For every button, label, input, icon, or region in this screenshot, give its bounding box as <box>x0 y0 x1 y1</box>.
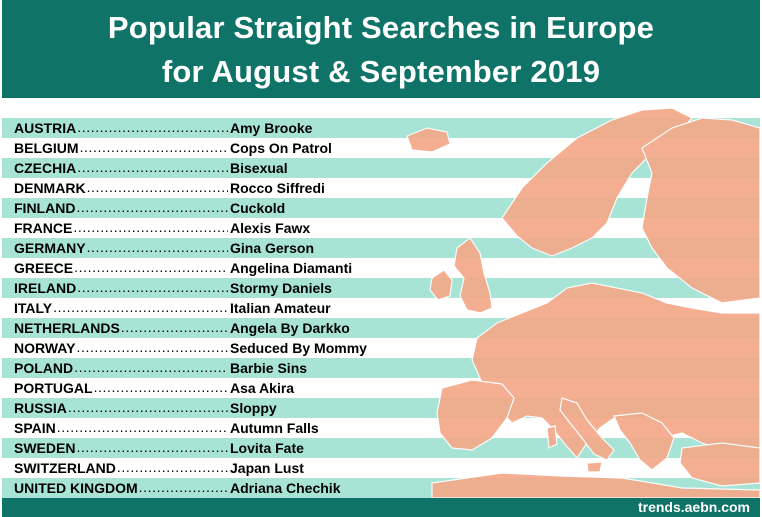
search-term: Autumn Falls <box>230 420 319 436</box>
country-label: ITALY <box>14 300 53 316</box>
europe-map-icon <box>406 107 760 498</box>
row-stripe <box>2 98 760 118</box>
search-term: Angelina Diamanti <box>230 260 353 276</box>
search-term: Gina Gerson <box>230 240 315 256</box>
country-label: POLAND <box>14 360 74 376</box>
search-term: Stormy Daniels <box>230 280 332 296</box>
country-label: IRELAND <box>14 280 77 296</box>
title-line-1: Popular Straight Searches in Europe <box>107 10 655 45</box>
search-term: Lovita Fate <box>230 440 304 456</box>
dot-leader: ........................................… <box>77 279 228 295</box>
search-term: Seduced By Mommy <box>230 340 367 356</box>
country-label: CZECHIA <box>14 160 77 176</box>
country-label: FINLAND <box>14 200 76 216</box>
dot-leader: ........................................… <box>120 319 228 335</box>
dot-leader: ........................................… <box>73 219 228 235</box>
dot-leader: ........................................… <box>67 399 228 415</box>
search-term: Italian Amateur <box>230 300 331 316</box>
dot-leader: ........................................… <box>79 139 228 155</box>
country-label: PORTUGAL <box>14 380 93 396</box>
country-label: BELGIUM <box>14 140 79 156</box>
search-term: Alexis Fawx <box>230 220 311 236</box>
dot-leader: ........................................… <box>76 199 228 215</box>
dot-leader: ........................................… <box>138 479 228 495</box>
country-label: UNITED KINGDOM <box>14 480 138 496</box>
dot-leader: ........................................… <box>77 119 228 135</box>
country-label: SWITZERLAND <box>14 460 116 476</box>
footer-banner: trends.aebn.com <box>2 498 760 517</box>
search-term: Cops On Patrol <box>230 140 332 156</box>
title-banner: Popular Straight Searches in Europe for … <box>2 0 760 98</box>
dot-leader: ........................................… <box>116 459 228 475</box>
search-term: Asa Akira <box>230 380 295 396</box>
dot-leader: ........................................… <box>76 339 228 355</box>
dot-leader: ........................................… <box>93 379 228 395</box>
search-term: Sloppy <box>230 400 277 416</box>
search-term: Adriana Chechik <box>230 480 341 496</box>
country-label: GERMANY <box>14 240 86 256</box>
country-label: SPAIN <box>14 420 56 436</box>
search-term: Barbie Sins <box>230 360 308 376</box>
dot-leader: ........................................… <box>53 299 228 315</box>
country-label: SWEDEN <box>14 440 76 456</box>
country-label: FRANCE <box>14 220 73 236</box>
dot-leader: ........................................… <box>86 179 228 195</box>
dot-leader: ........................................… <box>77 159 228 175</box>
dot-leader: ........................................… <box>74 259 228 275</box>
country-label: NETHERLANDS <box>14 320 120 336</box>
row-stripe <box>2 258 760 278</box>
search-term: Amy Brooke <box>230 120 313 136</box>
dot-leader: ........................................… <box>76 439 228 455</box>
search-term: Angela By Darkko <box>230 320 350 336</box>
dot-leader: ........................................… <box>74 359 228 375</box>
country-label: RUSSIA <box>14 400 67 416</box>
search-term: Bisexual <box>230 160 288 176</box>
country-label: GREECE <box>14 260 74 276</box>
country-label: AUSTRIA <box>14 120 77 136</box>
title-line-2: for August & September 2019 <box>161 54 601 89</box>
row-stripe <box>2 118 760 138</box>
dot-leader: ........................................… <box>86 239 228 255</box>
search-term: Cuckold <box>230 200 286 216</box>
source-label: trends.aebn.com <box>637 499 750 515</box>
search-list: AUSTRIA.................................… <box>2 98 760 498</box>
search-term: Japan Lust <box>230 460 304 476</box>
row-stripe <box>2 458 760 478</box>
country-label: DENMARK <box>14 180 86 196</box>
country-label: NORWAY <box>14 340 76 356</box>
search-term: Rocco Siffredi <box>230 180 325 196</box>
dot-leader: ........................................… <box>56 419 228 435</box>
